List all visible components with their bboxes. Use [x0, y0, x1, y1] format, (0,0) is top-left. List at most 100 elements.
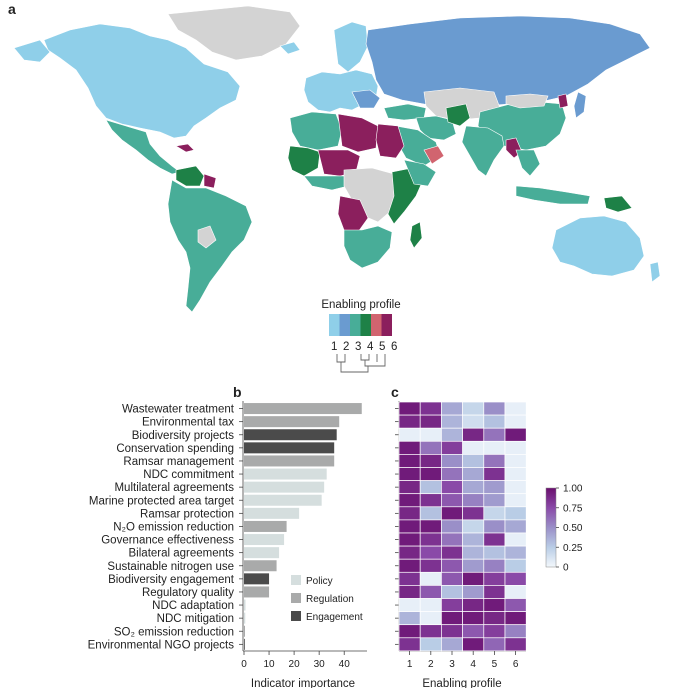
heat-cell-10-2: [441, 532, 463, 547]
heat-cell-1-1: [419, 414, 442, 429]
heat-cell-4-4: [483, 454, 506, 468]
heat-xtick-label-5: 5: [492, 659, 498, 670]
map-region-north-america: [43, 23, 241, 139]
bar-12: [244, 560, 277, 572]
heat-cell-14-2: [441, 585, 463, 599]
heat-cell-12-3: [462, 558, 485, 573]
heat-cell-7-3: [462, 493, 485, 508]
heat-cell-4-3: [462, 454, 485, 468]
heat-cell-3-3: [462, 440, 485, 455]
heatmap-x-title: Enabling profile: [422, 678, 501, 688]
bar-11: [244, 547, 280, 559]
heat-cell-7-2: [441, 493, 463, 508]
heat-cell-12-2: [441, 558, 463, 573]
heat-cell-7-5: [504, 493, 527, 508]
bar-label-18: Environmental NGO projects: [88, 639, 235, 651]
map-legend-swatch-3: [350, 314, 361, 336]
map-region-russia: [365, 15, 651, 107]
bar-2: [244, 429, 337, 441]
bar-chart-x-title: Indicator importance: [251, 678, 355, 688]
map-region-india: [461, 125, 505, 177]
bar-18: [244, 638, 245, 650]
map-legend-label-6: 6: [391, 341, 397, 353]
heat-cell-9-4: [483, 519, 506, 534]
bar-15: [244, 599, 246, 611]
heat-cell-15-4: [483, 598, 506, 612]
heat-cell-14-1: [419, 585, 442, 599]
map-region-yemen-oman: [423, 145, 445, 165]
heat-cell-16-5: [504, 611, 527, 626]
heat-cell-2-3: [462, 427, 485, 442]
map-legend-dendrogram: [336, 354, 386, 373]
bar-label-14: Regulatory quality: [142, 587, 234, 599]
bar-1: [244, 416, 340, 428]
heat-cell-9-2: [441, 519, 463, 534]
heat-cell-10-4: [483, 532, 506, 547]
heat-cell-3-1: [419, 440, 442, 455]
bar-17: [244, 625, 246, 637]
heat-xtick-label-6: 6: [513, 659, 519, 670]
heat-cell-11-3: [462, 545, 485, 560]
bar-xtick-label-20: 20: [289, 659, 301, 670]
map-region-gulf-guinea: [303, 175, 349, 191]
map-legend-swatch-5: [371, 314, 382, 336]
map-region-se-asia: [515, 149, 541, 177]
colorbar: 1.00 0.75 0.50 0.25 0: [545, 484, 583, 574]
bar-5: [244, 468, 327, 480]
bar-legend-swatch-regulation: [291, 593, 301, 603]
map-region-scandinavia: [333, 21, 369, 73]
heat-cell-3-2: [441, 440, 463, 455]
heat-cell-10-3: [462, 532, 485, 547]
bar-3: [244, 442, 335, 454]
panel-label-b: b: [233, 384, 242, 400]
heat-cell-17-0: [398, 624, 421, 639]
heat-cell-11-4: [483, 545, 506, 560]
map-region-japan: [573, 91, 587, 119]
heat-cell-1-3: [462, 414, 485, 429]
heat-cell-17-3: [462, 624, 485, 639]
bar-xtick-label-30: 30: [314, 659, 326, 670]
map-region-central-africa: [343, 167, 401, 223]
map-region-southern-africa: [343, 225, 393, 269]
heat-cell-1-4: [483, 414, 506, 429]
map-region-bolivia: [197, 225, 217, 249]
heat-cell-13-4: [483, 571, 506, 586]
map-region-afghanistan: [445, 103, 471, 127]
heat-cell-11-2: [441, 545, 463, 560]
heat-cell-12-0: [398, 558, 421, 573]
heat-cell-18-2: [441, 637, 463, 652]
heat-cell-6-5: [504, 480, 527, 495]
heat-cell-4-0: [398, 454, 421, 468]
bar-0: [244, 403, 362, 415]
map-region-egypt: [375, 123, 405, 159]
heat-cell-15-3: [462, 598, 485, 612]
map-region-mongolia: [505, 93, 549, 109]
heat-cell-7-4: [483, 493, 506, 508]
heat-cell-0-3: [462, 401, 485, 416]
bar-label-8: Ramsar protection: [140, 508, 234, 520]
heat-cell-5-4: [483, 467, 506, 481]
heat-cell-2-5: [504, 427, 527, 442]
heat-cell-0-0: [398, 401, 421, 416]
heat-cell-13-0: [398, 571, 421, 586]
heat-cell-18-1: [419, 637, 442, 652]
heat-cell-5-2: [441, 467, 463, 481]
map-region-west-africa: [287, 145, 321, 177]
heat-cell-3-5: [504, 440, 527, 455]
heat-cell-16-1: [419, 611, 442, 626]
bar-legend-label-policy: Policy: [306, 576, 333, 587]
bar-label-6: Multilateral agreements: [114, 482, 234, 494]
heat-cell-0-1: [419, 401, 442, 416]
heat-cell-16-3: [462, 611, 485, 626]
heat-cell-9-3: [462, 519, 485, 534]
heat-cell-0-4: [483, 401, 506, 416]
bar-legend-label-regulation: Regulation: [306, 594, 354, 605]
map-region-caribbean: [175, 143, 195, 153]
heat-cell-9-0: [398, 519, 421, 534]
heat-cell-2-2: [441, 427, 463, 442]
bar-label-10: Governance effectiveness: [101, 535, 234, 547]
bar-4: [244, 455, 335, 467]
heat-cell-18-0: [398, 637, 421, 652]
bar-xtick-label-10: 10: [263, 659, 275, 670]
